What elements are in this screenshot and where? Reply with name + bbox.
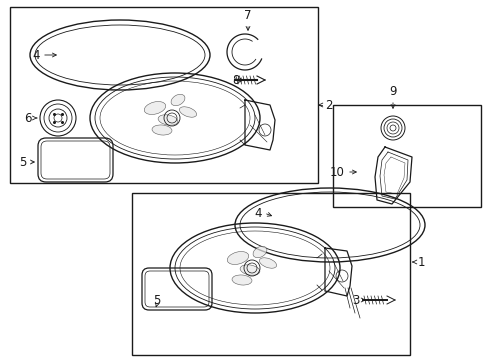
Text: 3: 3 [352, 293, 359, 306]
Text: 5: 5 [153, 293, 161, 306]
Ellipse shape [152, 125, 172, 135]
Text: 7: 7 [244, 9, 251, 22]
Ellipse shape [231, 275, 251, 285]
Text: 4: 4 [32, 49, 40, 62]
Text: 6: 6 [24, 112, 32, 125]
Ellipse shape [158, 115, 178, 125]
Bar [332, 105, 480, 207]
Text: 2: 2 [325, 99, 332, 112]
Ellipse shape [240, 265, 259, 275]
Text: 8: 8 [232, 73, 240, 86]
Ellipse shape [171, 94, 184, 106]
Ellipse shape [179, 107, 196, 117]
Text: 1: 1 [417, 256, 425, 269]
Ellipse shape [144, 102, 165, 114]
Ellipse shape [252, 246, 266, 258]
Text: 4: 4 [254, 207, 262, 220]
Text: 9: 9 [388, 85, 396, 98]
Bar [132, 193, 409, 355]
Ellipse shape [259, 258, 276, 268]
Text: 10: 10 [329, 166, 345, 179]
Bar [10, 7, 317, 183]
Ellipse shape [227, 252, 248, 265]
Text: 5: 5 [20, 156, 27, 168]
